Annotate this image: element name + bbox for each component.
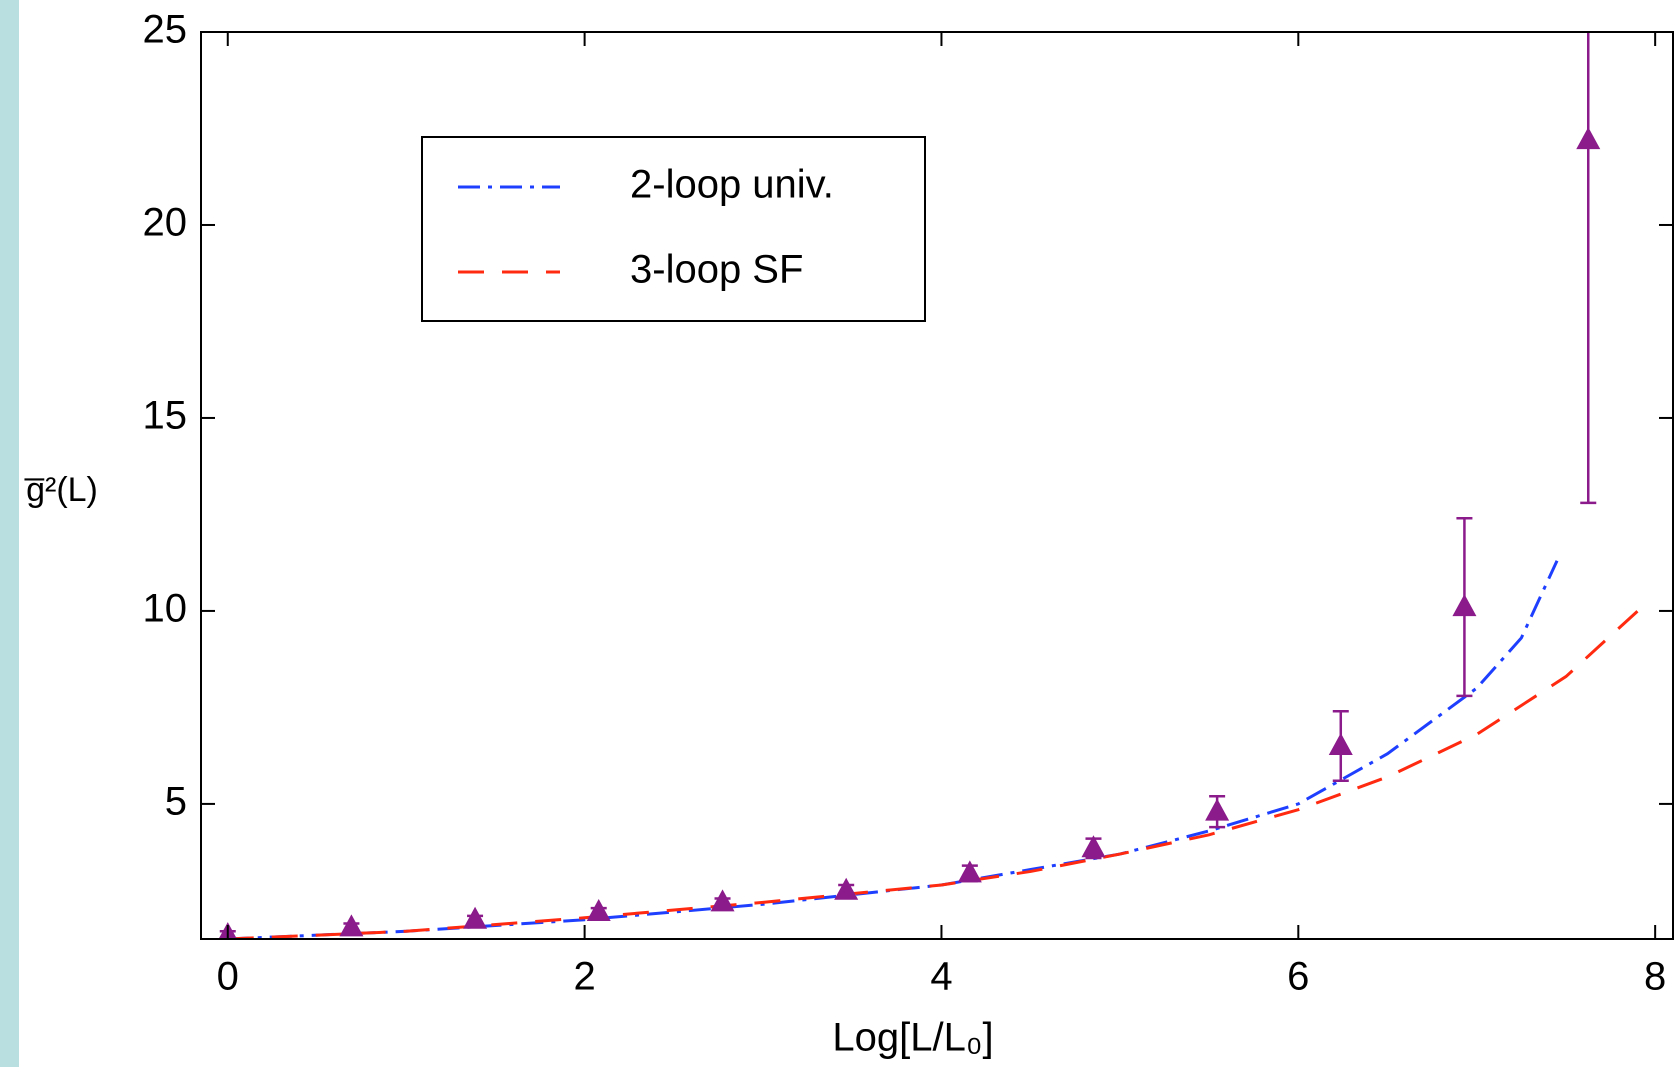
marker [1576,127,1601,150]
marker [1205,798,1230,821]
x-tick-label: 8 [1644,955,1666,999]
data-point [710,889,735,912]
marker [710,889,735,912]
x-axis-label: Log[L/L₀] [832,1016,993,1060]
side-strip [0,0,19,1067]
curve [227,602,1648,939]
marker [586,898,611,921]
y-tick-label: 15 [143,394,188,438]
x-tick-label: 0 [217,955,239,999]
data-point [463,906,488,929]
y-axis-label: g̅²(L) [24,471,97,509]
data-point [957,860,982,883]
data-point [1576,32,1601,505]
y-tick-label: 25 [143,8,188,52]
x-tick-label: 2 [573,955,595,999]
plot-area [218,32,1648,939]
curve [227,560,1559,939]
x-tick-label: 4 [930,955,952,999]
marker [1081,835,1106,858]
data-point [834,877,859,900]
marker [1452,594,1477,617]
marker [339,914,364,937]
marker [834,877,859,900]
y-tick-label: 20 [143,201,188,245]
data-point [1205,794,1230,829]
legend-box [421,136,926,322]
marker [1328,733,1353,756]
data-point [339,914,364,937]
legend-label: 2-loop univ. [630,163,834,207]
x-tick-label: 6 [1287,955,1309,999]
data-point [586,898,611,921]
y-tick-label: 10 [143,586,188,630]
data-point [1328,710,1353,783]
y-tick-label: 5 [165,779,187,823]
marker [957,860,982,883]
data-point [1081,835,1106,860]
data-point [1452,517,1477,698]
legend-label: 3-loop SF [630,248,803,292]
marker [463,906,488,929]
frame [200,31,1674,940]
